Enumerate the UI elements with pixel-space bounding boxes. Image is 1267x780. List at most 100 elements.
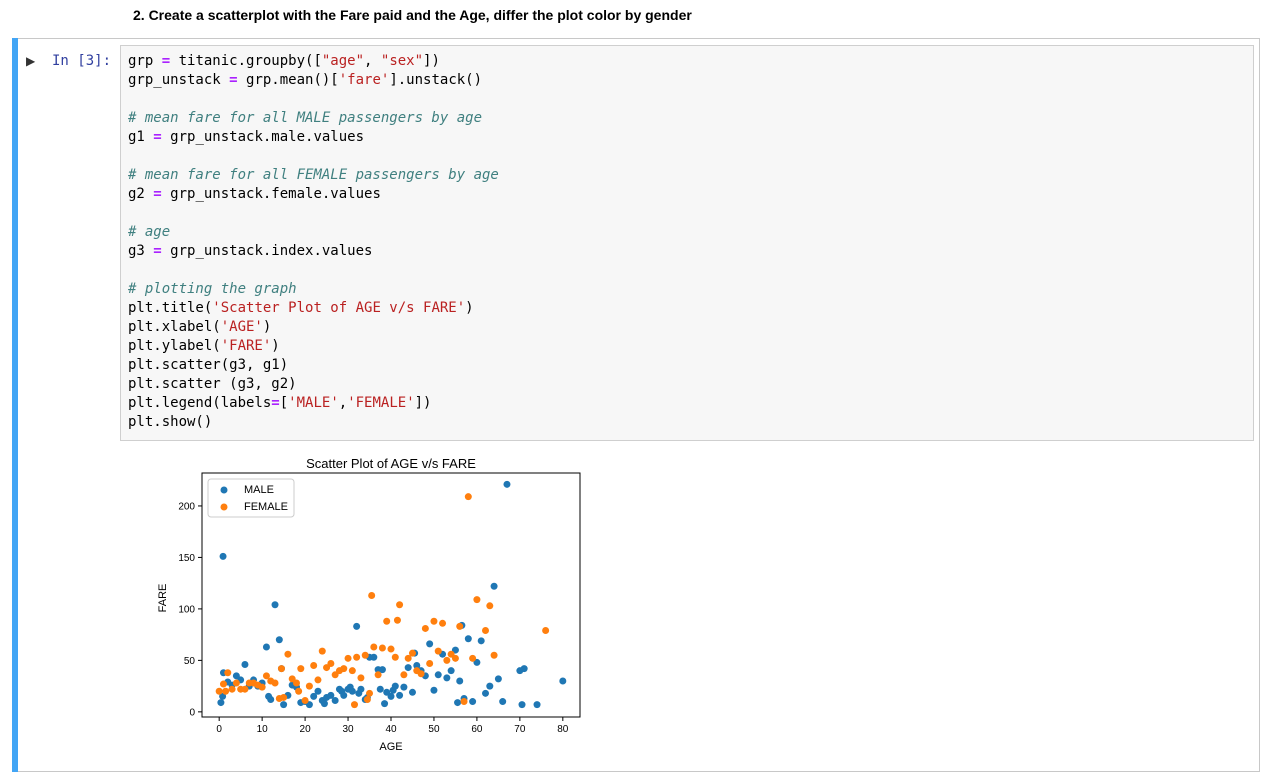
data-point-male [327,691,335,699]
data-point-male [267,695,275,703]
code-comment: # age [128,224,171,240]
code-string: 'fare' [338,72,390,88]
code-line: plt.legend(labels=['MALE','FEMALE']) [128,394,499,413]
legend-marker-male [220,486,228,494]
data-point-female [318,647,326,655]
data-point-female [421,624,429,632]
y-tick-label: 200 [178,501,195,512]
code-editor[interactable] [120,45,1254,441]
code-token: , [364,53,381,69]
x-tick-label: 40 [385,724,397,735]
x-tick-label: 10 [257,724,269,735]
data-point-male [518,701,526,709]
code-token: ].unstack() [389,72,483,88]
data-point-female [368,592,376,600]
code-line: plt.ylabel('FARE') [128,337,499,356]
code-token: grp.mean()[ [237,72,339,88]
data-point-female [393,616,401,624]
data-point-male [494,675,502,683]
data-point-female [426,659,434,667]
code-token: ]) [423,53,440,69]
data-point-male [499,698,507,706]
code-token: ) [262,319,272,335]
code-string: "age" [321,53,365,69]
data-point-male [447,667,455,675]
data-point-female [486,602,494,610]
y-tick-label: 0 [189,707,195,718]
data-point-female [370,643,378,651]
data-point-female [400,671,408,679]
section-heading: 2. Create a scatterplot with the Fare pa… [133,7,692,23]
data-point-female [404,654,412,662]
data-point-male [357,685,365,693]
data-point-female [348,667,356,675]
data-point-female [232,679,240,687]
selected-cell-indicator [12,38,18,772]
data-point-male [559,677,567,685]
data-point-male [404,664,412,672]
data-point-female [350,701,358,709]
code-string: 'FARE' [220,338,272,354]
data-point-male [241,660,249,668]
x-tick-label: 70 [514,724,526,735]
code-token: = [229,72,238,88]
code-line: grp_unstack = grp.mean()['fare'].unstack… [128,71,499,90]
data-point-female [542,627,550,635]
x-tick-label: 80 [557,724,569,735]
data-point-female [305,682,313,690]
code-line [128,90,499,109]
data-point-female [224,669,232,677]
data-point-female [271,679,279,687]
code-token: grp_unstack.index.values [161,243,373,259]
code-token: ]) [414,395,432,411]
data-point-female [340,665,348,673]
data-point-female [396,601,404,609]
x-tick-label: 60 [471,724,483,735]
code-line: # mean fare for all MALE passengers by a… [128,109,499,128]
data-point-male [370,653,378,661]
code-token: ) [271,338,280,354]
y-tick-label: 50 [184,656,196,667]
data-point-female [417,670,425,678]
data-point-male [413,662,421,670]
code-token: = [153,129,162,145]
data-point-female [473,596,481,604]
data-point-female [391,653,399,661]
cell-prompt: In [3]: [52,53,112,69]
code-line: g2 = grp_unstack.female.values [128,185,499,204]
data-point-female [219,680,227,688]
data-point-female [387,645,395,653]
code-line: # age [128,223,499,242]
data-point-female [353,653,361,661]
legend-box [207,478,295,518]
data-point-female [327,659,335,667]
data-point-female [378,644,386,652]
data-point-male [262,643,270,651]
data-point-female [222,687,230,695]
data-point-female [443,656,451,664]
data-point-male [331,697,339,705]
chart-legend: MALE FEMALE [207,478,295,518]
code-token: ) [465,300,474,316]
code-token: [ [279,395,289,411]
data-point-female [490,651,498,659]
code-line: # mean fare for all FEMALE passengers by… [128,166,499,185]
data-point-female [366,689,374,697]
code-line: plt.scatter (g3, g2) [128,375,499,394]
x-tick-label: 30 [342,724,354,735]
data-point-female [460,698,468,706]
data-point-female [357,674,365,682]
code-token: plt.ylabel( [128,338,221,354]
data-point-male [456,677,464,685]
data-point-female [295,687,303,695]
data-point-male [381,700,389,708]
data-point-male [340,691,348,699]
code-token: grp_unstack.male.values [161,129,365,145]
code-comment: # mean fare for all FEMALE passengers by… [128,167,499,183]
run-cell-icon[interactable]: ▶ [26,54,36,68]
code-string: 'Scatter Plot of AGE v/s FARE' [212,300,466,316]
data-point-male [443,674,451,682]
data-point-female [361,651,369,659]
data-point-male [426,640,434,648]
data-point-male [219,692,227,700]
